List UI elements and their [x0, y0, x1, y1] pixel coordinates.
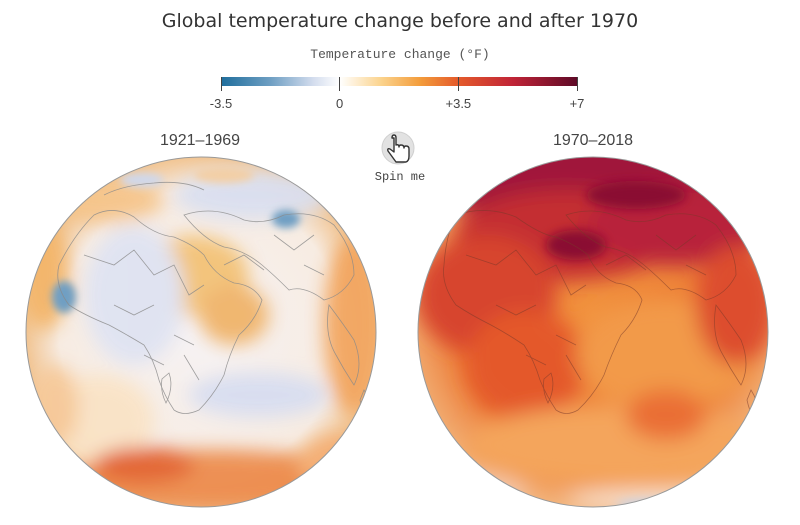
legend-tick-label: +7 [569, 96, 585, 111]
globe-label-after: 1970–2018 [552, 132, 634, 149]
globe-before[interactable] [24, 155, 378, 509]
legend-tick-mark [220, 77, 222, 91]
globe-after[interactable] [416, 155, 770, 509]
spin-label: Spin me [374, 170, 426, 184]
legend-tick-label: -3.5 [209, 96, 233, 111]
page-title: Global temperature change before and aft… [161, 10, 639, 32]
globe-label-before: 1921–1969 [159, 132, 241, 149]
legend-tick-mark [576, 77, 578, 91]
legend-title: Temperature change (°F) [310, 47, 490, 62]
color-scale-bar [221, 77, 577, 86]
legend-tick-mark [339, 77, 341, 91]
legend-tick-mark [457, 77, 459, 91]
legend-tick-label: +3.5 [445, 96, 472, 111]
spin-button[interactable]: Spin me [370, 128, 430, 188]
legend-tick-label: 0 [336, 96, 344, 111]
hand-pointer-icon [381, 131, 415, 165]
